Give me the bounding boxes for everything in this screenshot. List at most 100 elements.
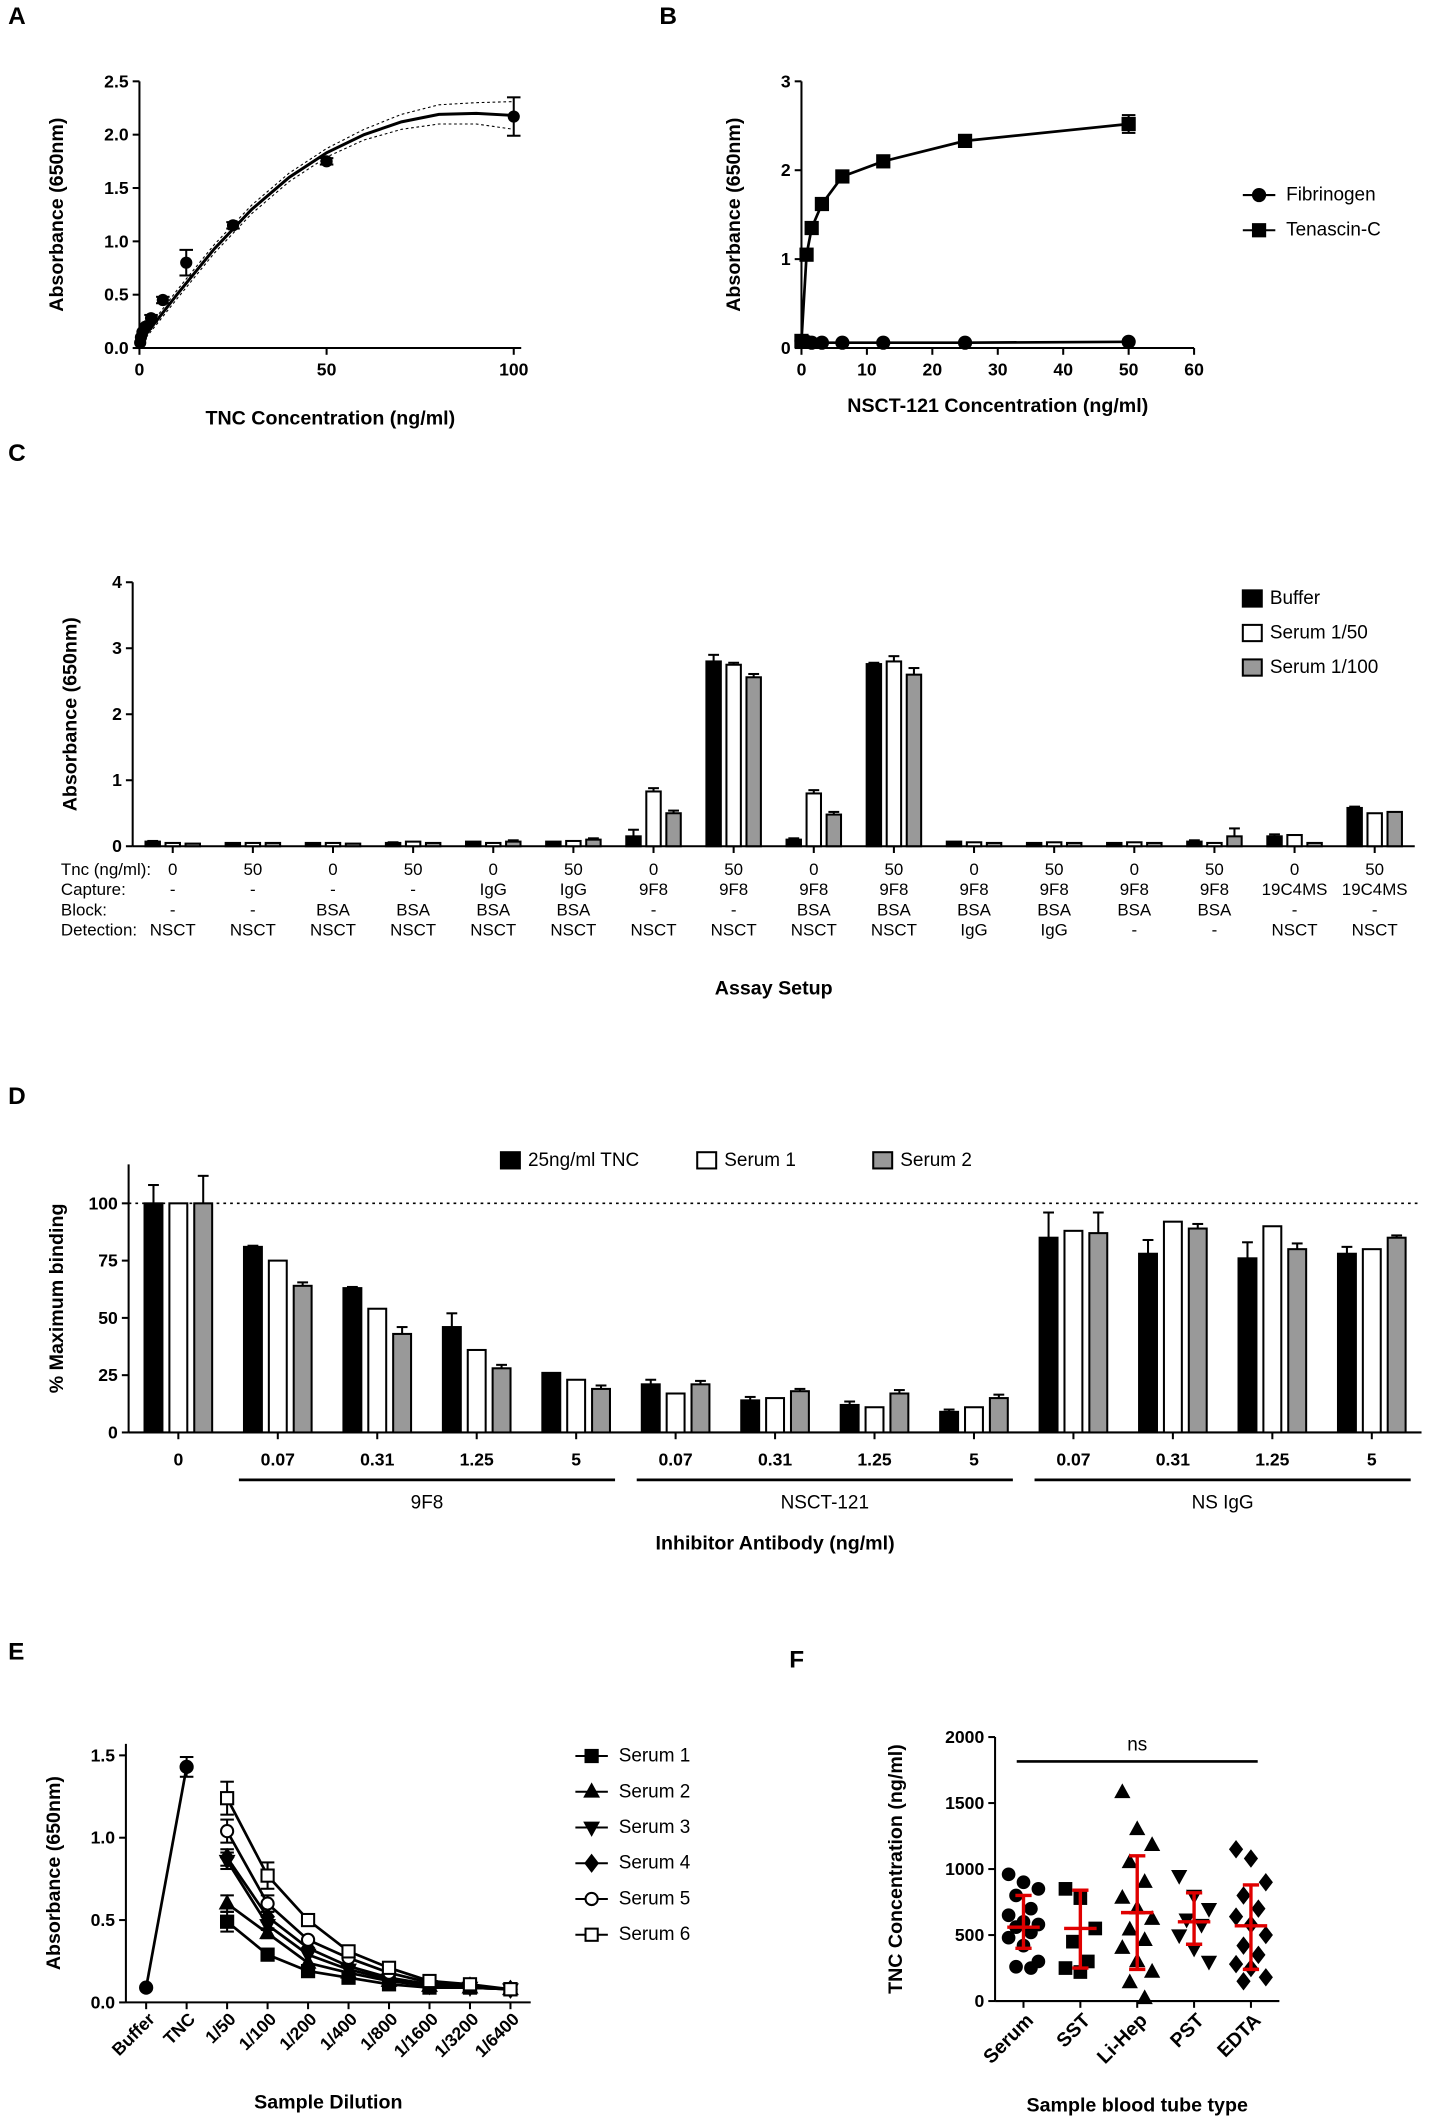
category-label: 50 — [885, 860, 904, 879]
x-tick-label: 10 — [857, 360, 877, 380]
bar — [344, 842, 362, 848]
data-point — [218, 1894, 236, 1910]
data-point — [1121, 116, 1136, 132]
x-tick-label: 1.25 — [460, 1450, 494, 1470]
category-label: - — [250, 900, 256, 919]
data-point — [219, 1791, 235, 1806]
data-point — [1258, 1968, 1273, 1987]
category-label: 9F8 — [1200, 880, 1229, 899]
bar — [404, 840, 422, 848]
category-label: - — [250, 880, 256, 899]
category-label: - — [170, 900, 176, 919]
bar — [1088, 1232, 1109, 1434]
x-tick-label: 1/400 — [316, 2009, 361, 2054]
bar — [267, 1259, 288, 1434]
category-label: BSA — [1037, 900, 1072, 919]
category-label: 0 — [328, 860, 337, 879]
data-point — [1024, 1901, 1038, 1916]
bar — [244, 841, 262, 848]
legend-label: Serum 1 — [619, 1746, 691, 1767]
y-tick-label: 1.0 — [91, 1828, 116, 1848]
data-point — [507, 110, 520, 123]
category-label: BSA — [396, 900, 431, 919]
x-tick-label: 0.31 — [758, 1450, 792, 1470]
bar — [164, 841, 181, 848]
y-tick-label: 0.0 — [104, 338, 129, 358]
bar — [965, 841, 983, 848]
x-axis-label: Sample Dilution — [254, 2092, 402, 2114]
category-label: 50 — [1045, 860, 1064, 879]
x-tick-label: 1/50 — [201, 2009, 239, 2047]
bar — [1286, 834, 1303, 848]
bar — [491, 1367, 512, 1434]
bar — [1386, 810, 1403, 848]
x-axis-label: Sample blood tube type — [1027, 2094, 1248, 2116]
bar — [1186, 840, 1203, 848]
bar — [740, 1399, 761, 1434]
bar — [466, 1348, 487, 1434]
bar — [1237, 1257, 1258, 1434]
legend-swatch — [1241, 623, 1263, 643]
bar — [565, 839, 582, 848]
bar — [945, 840, 963, 848]
bar — [424, 841, 442, 848]
category-label: NSCT — [550, 921, 596, 940]
data-point — [300, 1932, 316, 1947]
bar — [591, 1387, 611, 1434]
category-label: 19C4MS — [1342, 880, 1408, 899]
category-label: BSA — [797, 900, 832, 919]
x-tick-label: 50 — [1119, 360, 1139, 380]
category-label: IgG — [960, 921, 987, 940]
y-tick-label: 0.5 — [104, 285, 129, 305]
category-label: 0 — [649, 860, 658, 879]
category-label: NSCT — [871, 921, 917, 940]
category-label: - — [410, 880, 416, 899]
bar — [1366, 812, 1383, 848]
bar — [342, 1287, 363, 1434]
y-tick-label: 1 — [112, 770, 122, 790]
bar — [1346, 806, 1363, 848]
bar — [725, 663, 742, 848]
x-tick-label: 0.07 — [1056, 1450, 1090, 1470]
category-label: NSCT — [150, 921, 196, 940]
bar — [1306, 841, 1323, 848]
data-point — [799, 247, 814, 262]
data-point — [260, 1896, 275, 1911]
x-tick-label: 0.07 — [659, 1450, 693, 1470]
data-point — [139, 1980, 154, 1995]
data-point — [226, 219, 240, 232]
data-point — [1228, 1954, 1244, 1974]
y-tick-label: 3 — [781, 71, 791, 91]
data-point — [1058, 1882, 1073, 1896]
data-point — [1114, 1783, 1131, 1799]
x-tick-label: 50 — [317, 360, 337, 380]
bar — [1038, 1236, 1059, 1434]
y-tick-label: 25 — [98, 1365, 118, 1385]
data-point — [1236, 1886, 1251, 1905]
legend-marker — [584, 1927, 599, 1942]
data-point — [260, 1947, 275, 1962]
legend-label: Serum 3 — [619, 1817, 691, 1838]
bar — [988, 1397, 1009, 1434]
category-label: - — [651, 900, 657, 919]
y-tick-label: 1.0 — [104, 231, 129, 251]
category-label: 50 — [404, 860, 423, 879]
significance-label: ns — [1127, 1735, 1147, 1756]
bar — [825, 813, 843, 848]
bar — [665, 1392, 686, 1434]
bar — [566, 1378, 587, 1434]
y-tick-label: 1500 — [945, 1793, 984, 1813]
y-tick-label: 2.5 — [104, 71, 129, 91]
legend-label: Serum 2 — [619, 1781, 691, 1802]
bar — [505, 840, 522, 848]
y-axis-label: TNC Concentration (ng/ml) — [885, 1744, 907, 1994]
bar — [1226, 835, 1243, 848]
bar — [1262, 1225, 1283, 1434]
data-point — [219, 1824, 235, 1839]
category-label: IgG — [560, 880, 587, 899]
bar — [1126, 841, 1143, 848]
category-label: NSCT — [631, 921, 677, 940]
bar — [839, 1403, 860, 1434]
x-tick-label: 0.07 — [261, 1450, 295, 1470]
